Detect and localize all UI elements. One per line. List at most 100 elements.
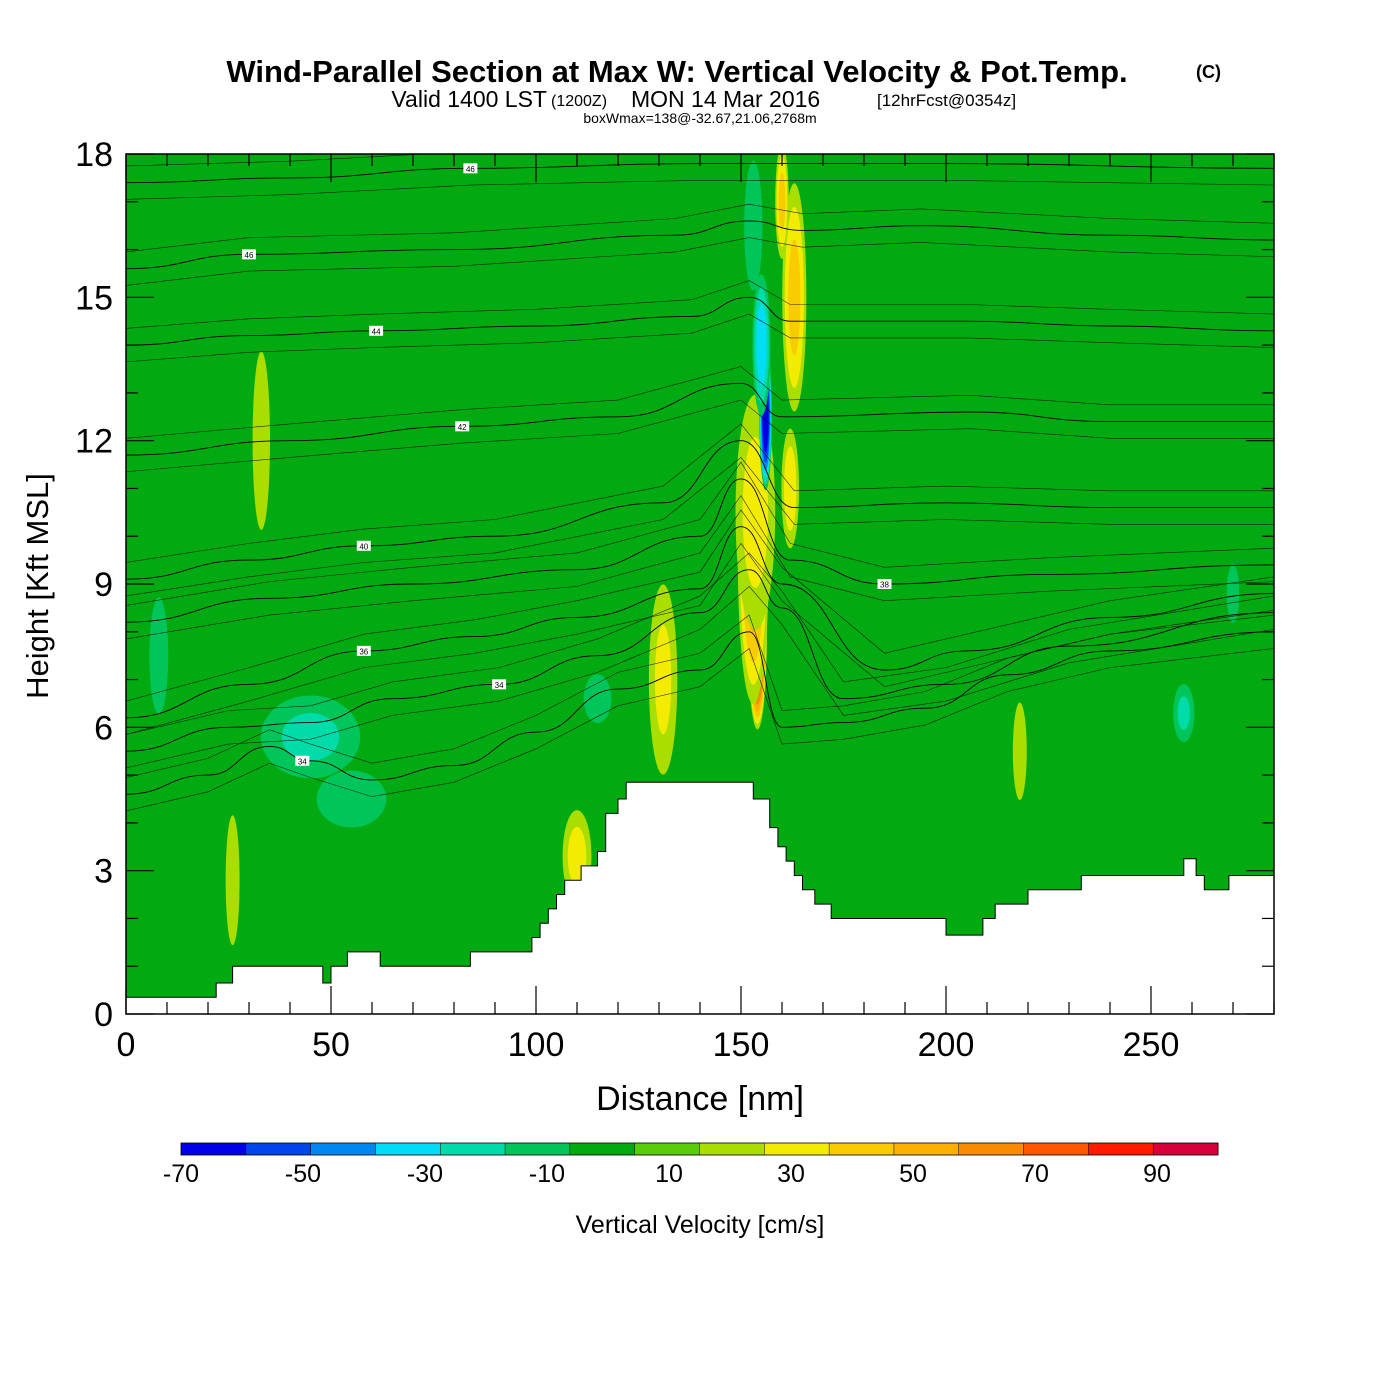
theta-contour-label: 46	[463, 163, 478, 174]
w-feature	[252, 351, 271, 530]
theta-contour	[126, 495, 1274, 640]
theta-contour	[126, 456, 1274, 597]
w-feature	[260, 695, 361, 779]
subtitle-forecast: [12hrFcst@0354z]	[877, 91, 1016, 110]
theta-contour-label: 38	[877, 579, 892, 590]
svg-text:46: 46	[245, 251, 254, 260]
theta-contour	[126, 313, 1274, 363]
theta-contour	[126, 399, 1274, 473]
theta-contour	[126, 220, 1274, 270]
theta-contour	[126, 478, 1274, 623]
subtitle-boxwmax: boxWmax=138@-32.67,21.06,2768m	[583, 110, 816, 126]
colorbar-swatch	[505, 1143, 571, 1155]
w-band	[1177, 696, 1190, 730]
theta-contour-label: 40	[356, 540, 371, 551]
y-tick-label: 15	[75, 279, 113, 317]
x-tick-label: 100	[508, 1026, 565, 1064]
svg-text:42: 42	[458, 423, 467, 432]
w-band	[744, 160, 763, 291]
w-feature	[781, 428, 800, 549]
colorbar-swatch	[1088, 1143, 1154, 1155]
colorbar-tick-label: 50	[899, 1160, 927, 1188]
colorbar-swatch	[310, 1143, 376, 1155]
colorbar-swatch	[634, 1143, 700, 1155]
w-band	[1012, 702, 1027, 800]
colorbar-swatch	[893, 1143, 960, 1155]
theta-contour	[126, 542, 1274, 735]
w-band	[281, 713, 340, 761]
subtitle-valid: Valid 1400 LST	[391, 86, 547, 112]
w-feature	[744, 160, 763, 291]
w-band	[783, 446, 797, 531]
theta-contour	[126, 585, 1274, 769]
chart-title: Wind-Parallel Section at Max W: Vertical…	[226, 54, 1127, 89]
colorbar-tick-label: 10	[655, 1160, 683, 1188]
potential-temperature-contours	[126, 154, 1274, 812]
theta-contour	[126, 179, 1274, 200]
colorbar-swatch	[764, 1143, 830, 1155]
w-feature	[149, 597, 169, 715]
colorbar-tick-label: -30	[407, 1160, 443, 1188]
theta-contour	[126, 461, 1274, 606]
contour-labels: 34 34 36 38 40 42 44 46 46	[242, 163, 892, 766]
theta-contour	[126, 154, 431, 167]
theta-contour-label: 44	[369, 325, 384, 336]
svg-text:34: 34	[298, 757, 307, 766]
colorbar-tick-label: -10	[529, 1160, 565, 1188]
y-tick-label: 0	[94, 996, 113, 1034]
colorbar-swatch	[569, 1143, 636, 1155]
terrain	[126, 781, 1274, 1014]
x-tick-label: 250	[1123, 1026, 1180, 1064]
svg-text:46: 46	[466, 165, 475, 174]
y-tick-label: 9	[94, 566, 113, 604]
w-feature	[648, 584, 678, 775]
w-feature	[316, 770, 387, 828]
y-tick-label: 12	[75, 423, 113, 461]
w-band	[225, 815, 240, 946]
w-band	[756, 304, 767, 386]
theta-contour	[126, 382, 1274, 456]
colorbar-swatch	[1153, 1143, 1219, 1155]
w-feature	[1226, 564, 1240, 623]
colorbar-swatch	[181, 1143, 247, 1155]
svg-text:38: 38	[880, 581, 889, 590]
colorbar-tick-label: 30	[777, 1160, 805, 1188]
colorbar-swatch	[1023, 1143, 1089, 1155]
x-axis-label: Distance [nm]	[596, 1080, 804, 1118]
y-tick-label: 6	[94, 709, 113, 747]
x-tick-label: 50	[312, 1026, 350, 1064]
theta-contour	[126, 163, 1274, 184]
w-band	[316, 770, 387, 828]
subtitle-date: MON 14 Mar 2016	[631, 86, 820, 112]
theta-contour	[126, 280, 1274, 329]
colorbar-label: Vertical Velocity [cm/s]	[576, 1211, 825, 1239]
w-feature	[225, 815, 240, 946]
w-band	[1226, 564, 1240, 623]
theta-contour-label: 42	[455, 421, 470, 432]
theta-contour-label: 34	[492, 679, 507, 690]
subtitle-utc: (1200Z)	[551, 93, 607, 110]
theta-contour	[126, 526, 1274, 719]
w-band	[778, 172, 786, 231]
theta-contour-label: 36	[356, 645, 371, 656]
colorbar-swatch	[375, 1143, 441, 1155]
vertical-velocity-field	[149, 154, 1240, 946]
svg-text:36: 36	[359, 647, 368, 656]
colorbar-swatch	[699, 1143, 765, 1155]
y-tick-label: 18	[75, 136, 113, 174]
w-feature	[782, 183, 807, 412]
w-band	[788, 239, 801, 356]
colorbar-tick-label: 90	[1143, 1160, 1171, 1188]
colorbar-tick-label: -70	[163, 1160, 199, 1188]
w-feature	[1012, 702, 1027, 800]
x-tick-label: 200	[918, 1026, 975, 1064]
colorbar-swatch	[440, 1143, 506, 1155]
colorbar-swatch	[958, 1143, 1025, 1155]
plot-area: 34 34 36 38 40 42 44 46 46	[126, 154, 1274, 1014]
theta-contour	[126, 423, 1274, 563]
w-band	[654, 624, 672, 735]
svg-text:44: 44	[372, 327, 381, 336]
w-feature	[1173, 684, 1195, 742]
theta-contour	[126, 509, 1274, 702]
theta-contour	[126, 296, 1274, 346]
